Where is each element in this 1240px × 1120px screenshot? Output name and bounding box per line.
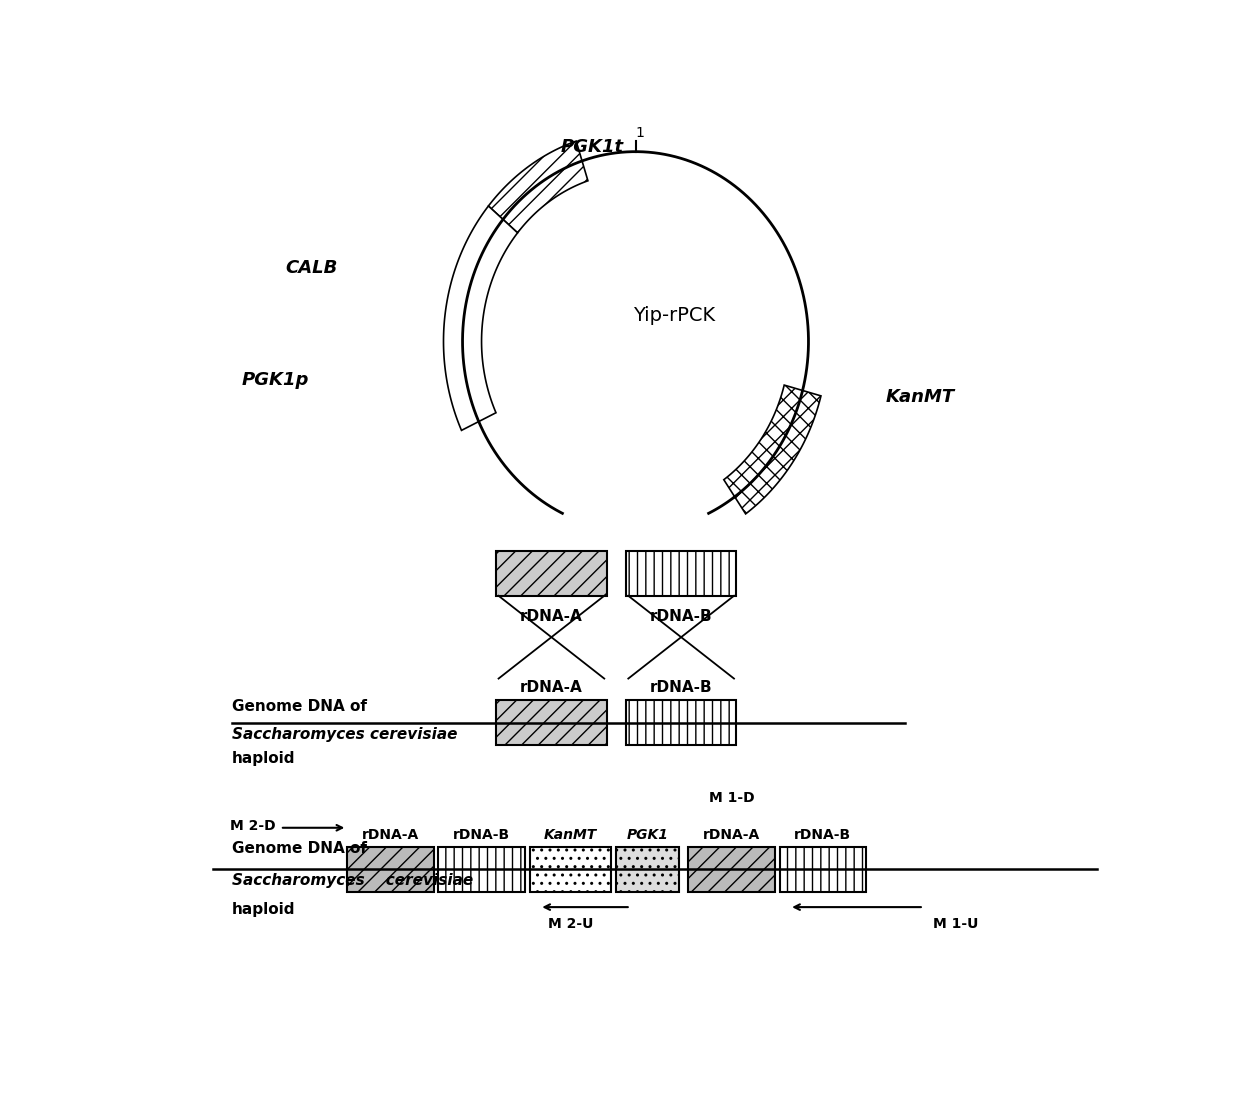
Text: KanMT: KanMT: [885, 389, 955, 407]
Bar: [626, 700, 737, 745]
Text: Yip-rPCK: Yip-rPCK: [632, 306, 715, 325]
Polygon shape: [489, 141, 588, 233]
Polygon shape: [444, 206, 517, 430]
Text: 1: 1: [636, 127, 645, 140]
Text: M 2-D: M 2-D: [229, 819, 275, 833]
Text: haploid: haploid: [232, 902, 295, 917]
Text: Saccharomyces cerevisiae: Saccharomyces cerevisiae: [232, 727, 458, 741]
Text: Genome DNA of: Genome DNA of: [232, 841, 367, 856]
Text: M 1-U: M 1-U: [934, 917, 978, 932]
Text: PGK1t: PGK1t: [560, 138, 624, 156]
Bar: [439, 847, 525, 892]
Text: rDNA-A: rDNA-A: [362, 828, 419, 841]
Text: Genome DNA of: Genome DNA of: [232, 699, 367, 713]
Text: M 1-D: M 1-D: [709, 792, 754, 805]
Text: M 2-U: M 2-U: [548, 917, 593, 932]
Text: rDNA-B: rDNA-B: [453, 828, 511, 841]
Text: rDNA-A: rDNA-A: [520, 680, 583, 694]
Bar: [496, 700, 606, 745]
Bar: [347, 847, 434, 892]
Text: rDNA-B: rDNA-B: [650, 680, 713, 694]
Text: KanMT: KanMT: [544, 828, 598, 841]
Text: rDNA-A: rDNA-A: [520, 609, 583, 624]
Bar: [616, 847, 678, 892]
Bar: [626, 551, 737, 596]
Text: PGK1: PGK1: [626, 828, 668, 841]
Text: PGK1p: PGK1p: [242, 371, 309, 389]
Bar: [529, 847, 611, 892]
Text: haploid: haploid: [232, 752, 295, 766]
Bar: [496, 551, 606, 596]
Text: CALB: CALB: [285, 259, 337, 277]
Bar: [688, 847, 775, 892]
Text: rDNA-A: rDNA-A: [703, 828, 760, 841]
Polygon shape: [724, 385, 821, 514]
Text: rDNA-B: rDNA-B: [650, 609, 713, 624]
Text: rDNA-B: rDNA-B: [795, 828, 852, 841]
Bar: [780, 847, 866, 892]
Text: Saccharomyces    cerevisiae: Saccharomyces cerevisiae: [232, 874, 474, 888]
